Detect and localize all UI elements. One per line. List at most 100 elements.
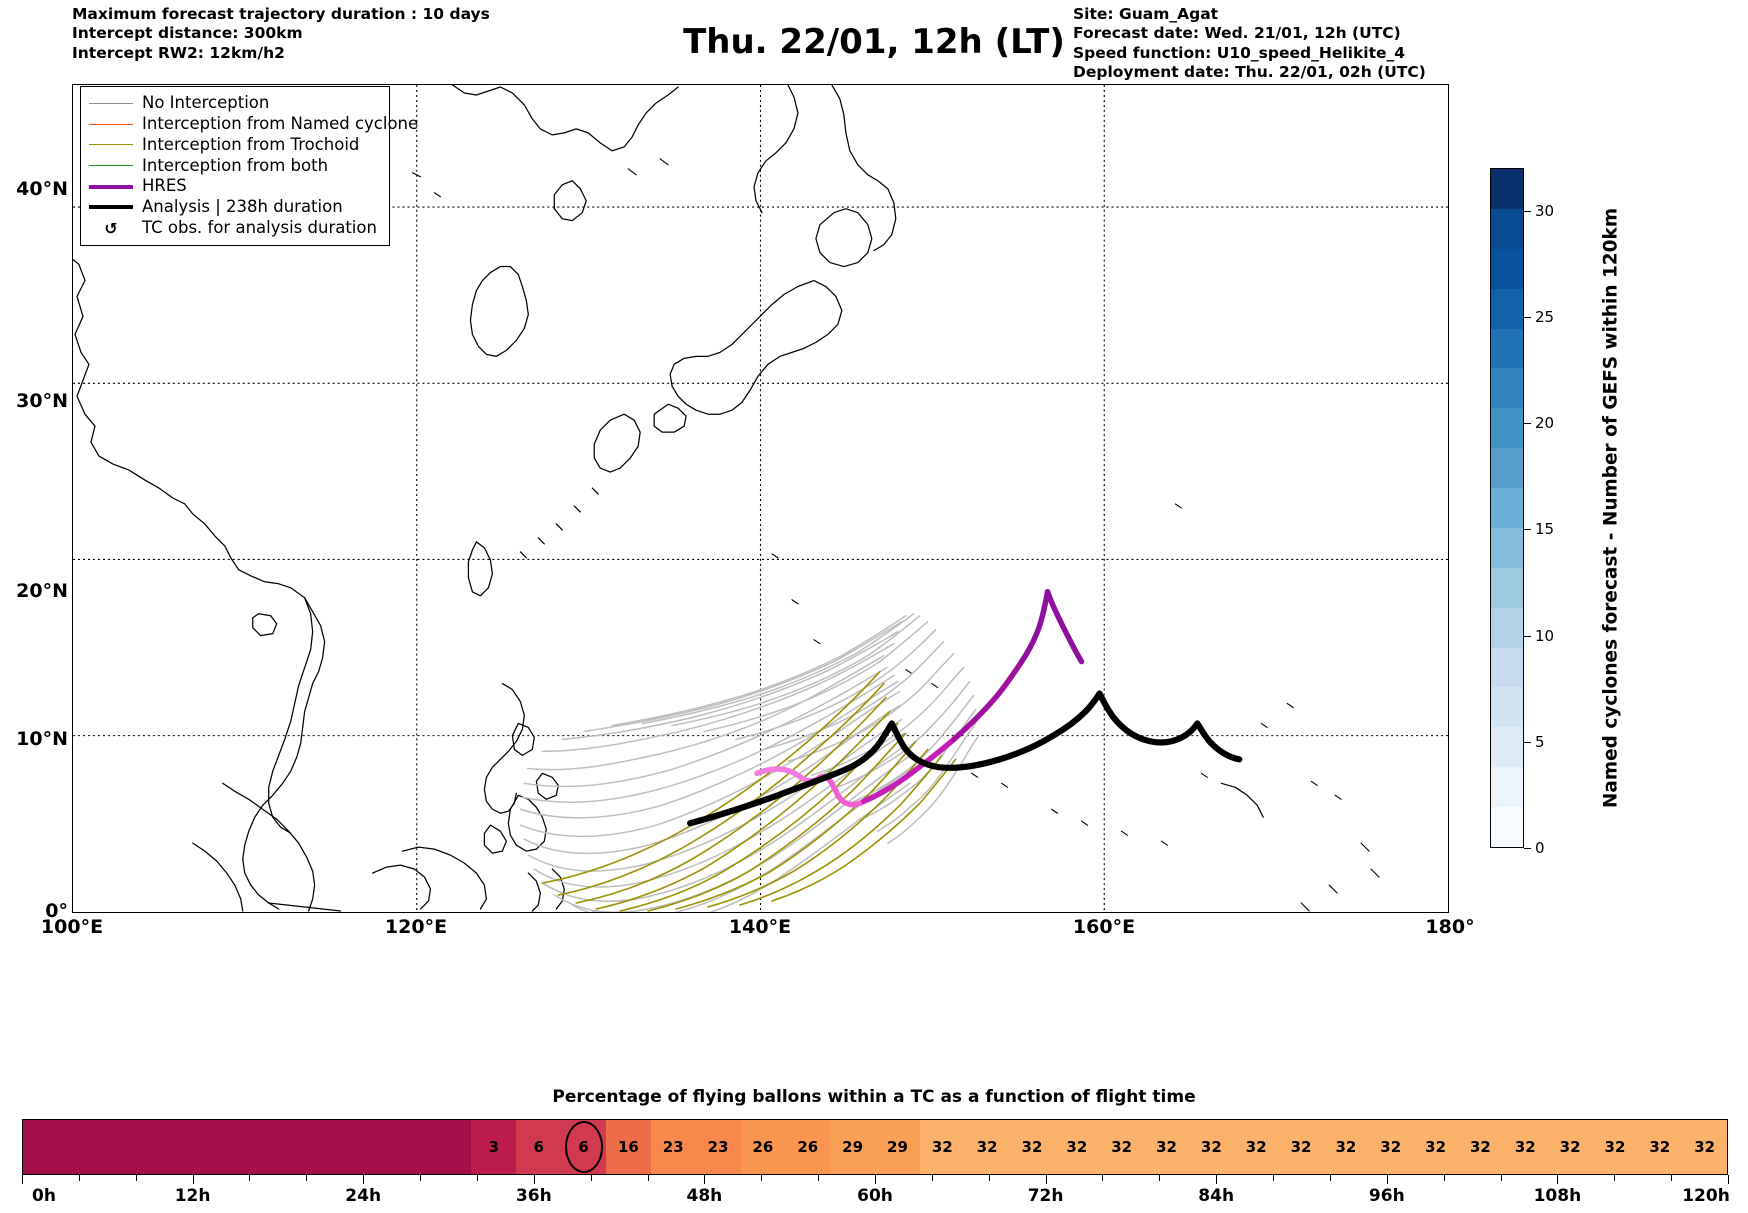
percentage-cell[interactable]: 23 [650,1120,696,1174]
colorbar-tick [1524,741,1531,743]
percentage-cell[interactable] [247,1120,293,1174]
percentage-axis-tick [533,1175,535,1184]
percentage-cell[interactable]: 32 [1682,1120,1728,1174]
percentage-axis-minor-tick [1329,1175,1331,1181]
percentage-axis-label: 72h [1027,1186,1064,1206]
colorbar-tick-label: 30 [1535,201,1555,220]
percentage-cell[interactable]: 32 [1054,1120,1100,1174]
colorbar-segment [1491,408,1523,449]
percentage-cell-value: 32 [1649,1138,1671,1156]
legend-item-named-cyclone[interactable]: Interception from Named cyclone [89,114,418,135]
percentage-cell[interactable]: 32 [1099,1120,1145,1174]
percentage-cell[interactable]: 32 [1368,1120,1414,1174]
legend-label: HRES [142,176,187,196]
percentage-cell[interactable] [426,1120,472,1174]
percentage-cell[interactable]: 26 [785,1120,831,1174]
colorbar-segment [1491,807,1523,847]
percentage-cell[interactable]: 23 [695,1120,741,1174]
percentage-cell[interactable] [381,1120,427,1174]
percentage-cell[interactable]: 6 [561,1120,606,1174]
percentage-cell[interactable] [67,1120,113,1174]
percentage-cell-value: 32 [1245,1138,1267,1156]
percentage-axis-minor-tick [1102,1175,1104,1181]
cyclone-icon: ↺ [104,218,118,238]
percentage-axis-tick [1386,1175,1388,1184]
legend-item-no-interception[interactable]: No Interception [89,93,381,114]
colorbar-tick-label: 0 [1535,839,1545,857]
percentage-cell[interactable] [292,1120,337,1174]
ylabel-20N: 20°N [16,580,68,602]
legend-item-analysis[interactable]: Analysis | 238h duration [89,197,381,218]
percentage-cell[interactable] [112,1120,158,1174]
percentage-axis-minor-tick [1443,1175,1445,1181]
percentage-cell[interactable]: 16 [605,1120,651,1174]
percentage-cell[interactable]: 32 [1144,1120,1189,1174]
percentage-axis-tick [704,1175,706,1184]
coastlines [73,85,1380,912]
colorbar-tick [1524,423,1531,424]
legend-item-both[interactable]: Interception from both [89,155,381,176]
percentage-axis-tick [192,1175,194,1184]
legend-item-tc-obs[interactable]: ↺ TC obs. for analysis duration [89,218,381,239]
percentage-cell[interactable]: 32 [1458,1120,1503,1174]
colorbar-segment [1491,368,1523,409]
percentage-cell[interactable]: 32 [1637,1120,1683,1174]
legend-label: Interception from both [142,155,329,175]
percentage-cell[interactable]: 32 [1413,1120,1458,1174]
percentage-cell[interactable]: 32 [919,1120,965,1174]
percentage-cell[interactable] [23,1120,68,1174]
map-legend[interactable]: No Interception Interception from Named … [80,86,418,246]
percentage-axis-minor-tick [590,1175,592,1181]
xlabel-120E: 120°E [384,916,448,938]
percentage-cell-value: 32 [1425,1138,1447,1156]
colorbar-segment [1491,488,1523,528]
percentage-cell[interactable]: 6 [516,1120,562,1174]
percentage-axis-label: 48h [686,1186,723,1206]
tc-observation-markers [888,690,1201,727]
legend-swatch-line [89,165,133,167]
percentage-cell[interactable]: 29 [830,1120,876,1174]
percentage-axis-label: 24h [345,1186,382,1206]
legend-item-trochoid[interactable]: Interception from Trochoid [89,135,381,156]
colorbar-segment [1491,328,1523,369]
percentage-cell[interactable]: 32 [1188,1120,1234,1174]
colorbar-tick-label: 20 [1535,414,1555,432]
percentage-bar[interactable]: 3 6 6 16 23 23 26 26 29 29 32 32 32 32 32 32 32 32 32 32 32 3… [22,1119,1728,1175]
percentage-axis-label: 84h [1198,1186,1235,1206]
percentage-cell[interactable]: 32 [1009,1120,1055,1174]
colorbar-segment [1491,248,1523,289]
percentage-axis-minor-tick [988,1175,990,1181]
percentage-cell[interactable]: 3 [471,1120,517,1174]
percentage-cell-value: 32 [1335,1138,1357,1156]
percentage-cell[interactable] [202,1120,248,1174]
legend-swatch-line [89,123,133,125]
percentage-cell-value: 6 [533,1138,544,1156]
percentage-cell[interactable]: 32 [1592,1120,1638,1174]
percentage-cell[interactable]: 32 [1547,1120,1593,1174]
colorbar[interactable] [1490,168,1524,848]
percentage-axis-tick [1557,1175,1559,1184]
percentage-cell[interactable] [157,1120,203,1174]
percentage-cell[interactable] [336,1120,382,1174]
page-title: Thu. 22/01, 12h (LT) [683,22,1065,62]
percentage-cell[interactable]: 32 [1323,1120,1369,1174]
percentage-cell[interactable]: 32 [1278,1120,1324,1174]
colorbar-segment [1491,448,1523,488]
legend-item-hres[interactable]: HRES [89,176,381,197]
trajectory-trochoid [541,670,957,912]
percentage-cell[interactable]: 32 [1502,1120,1548,1174]
legend-label: Analysis | 238h duration [142,197,343,217]
legend-label: No Interception [142,93,270,113]
colorbar-tick [1524,635,1531,637]
percentage-cell-value: 32 [1514,1138,1536,1156]
percentage-cell[interactable]: 32 [964,1120,1010,1174]
percentage-cell[interactable]: 29 [875,1120,920,1174]
percentage-axis-minor-tick [78,1175,80,1181]
colorbar-segment [1491,687,1523,728]
percentage-cell[interactable]: 26 [740,1120,786,1174]
colorbar-segment [1491,767,1523,807]
colorbar-segment [1491,169,1523,209]
percentage-cell[interactable]: 32 [1233,1120,1279,1174]
percentage-axis-tick [363,1175,365,1184]
percentage-axis-minor-tick [647,1175,649,1181]
